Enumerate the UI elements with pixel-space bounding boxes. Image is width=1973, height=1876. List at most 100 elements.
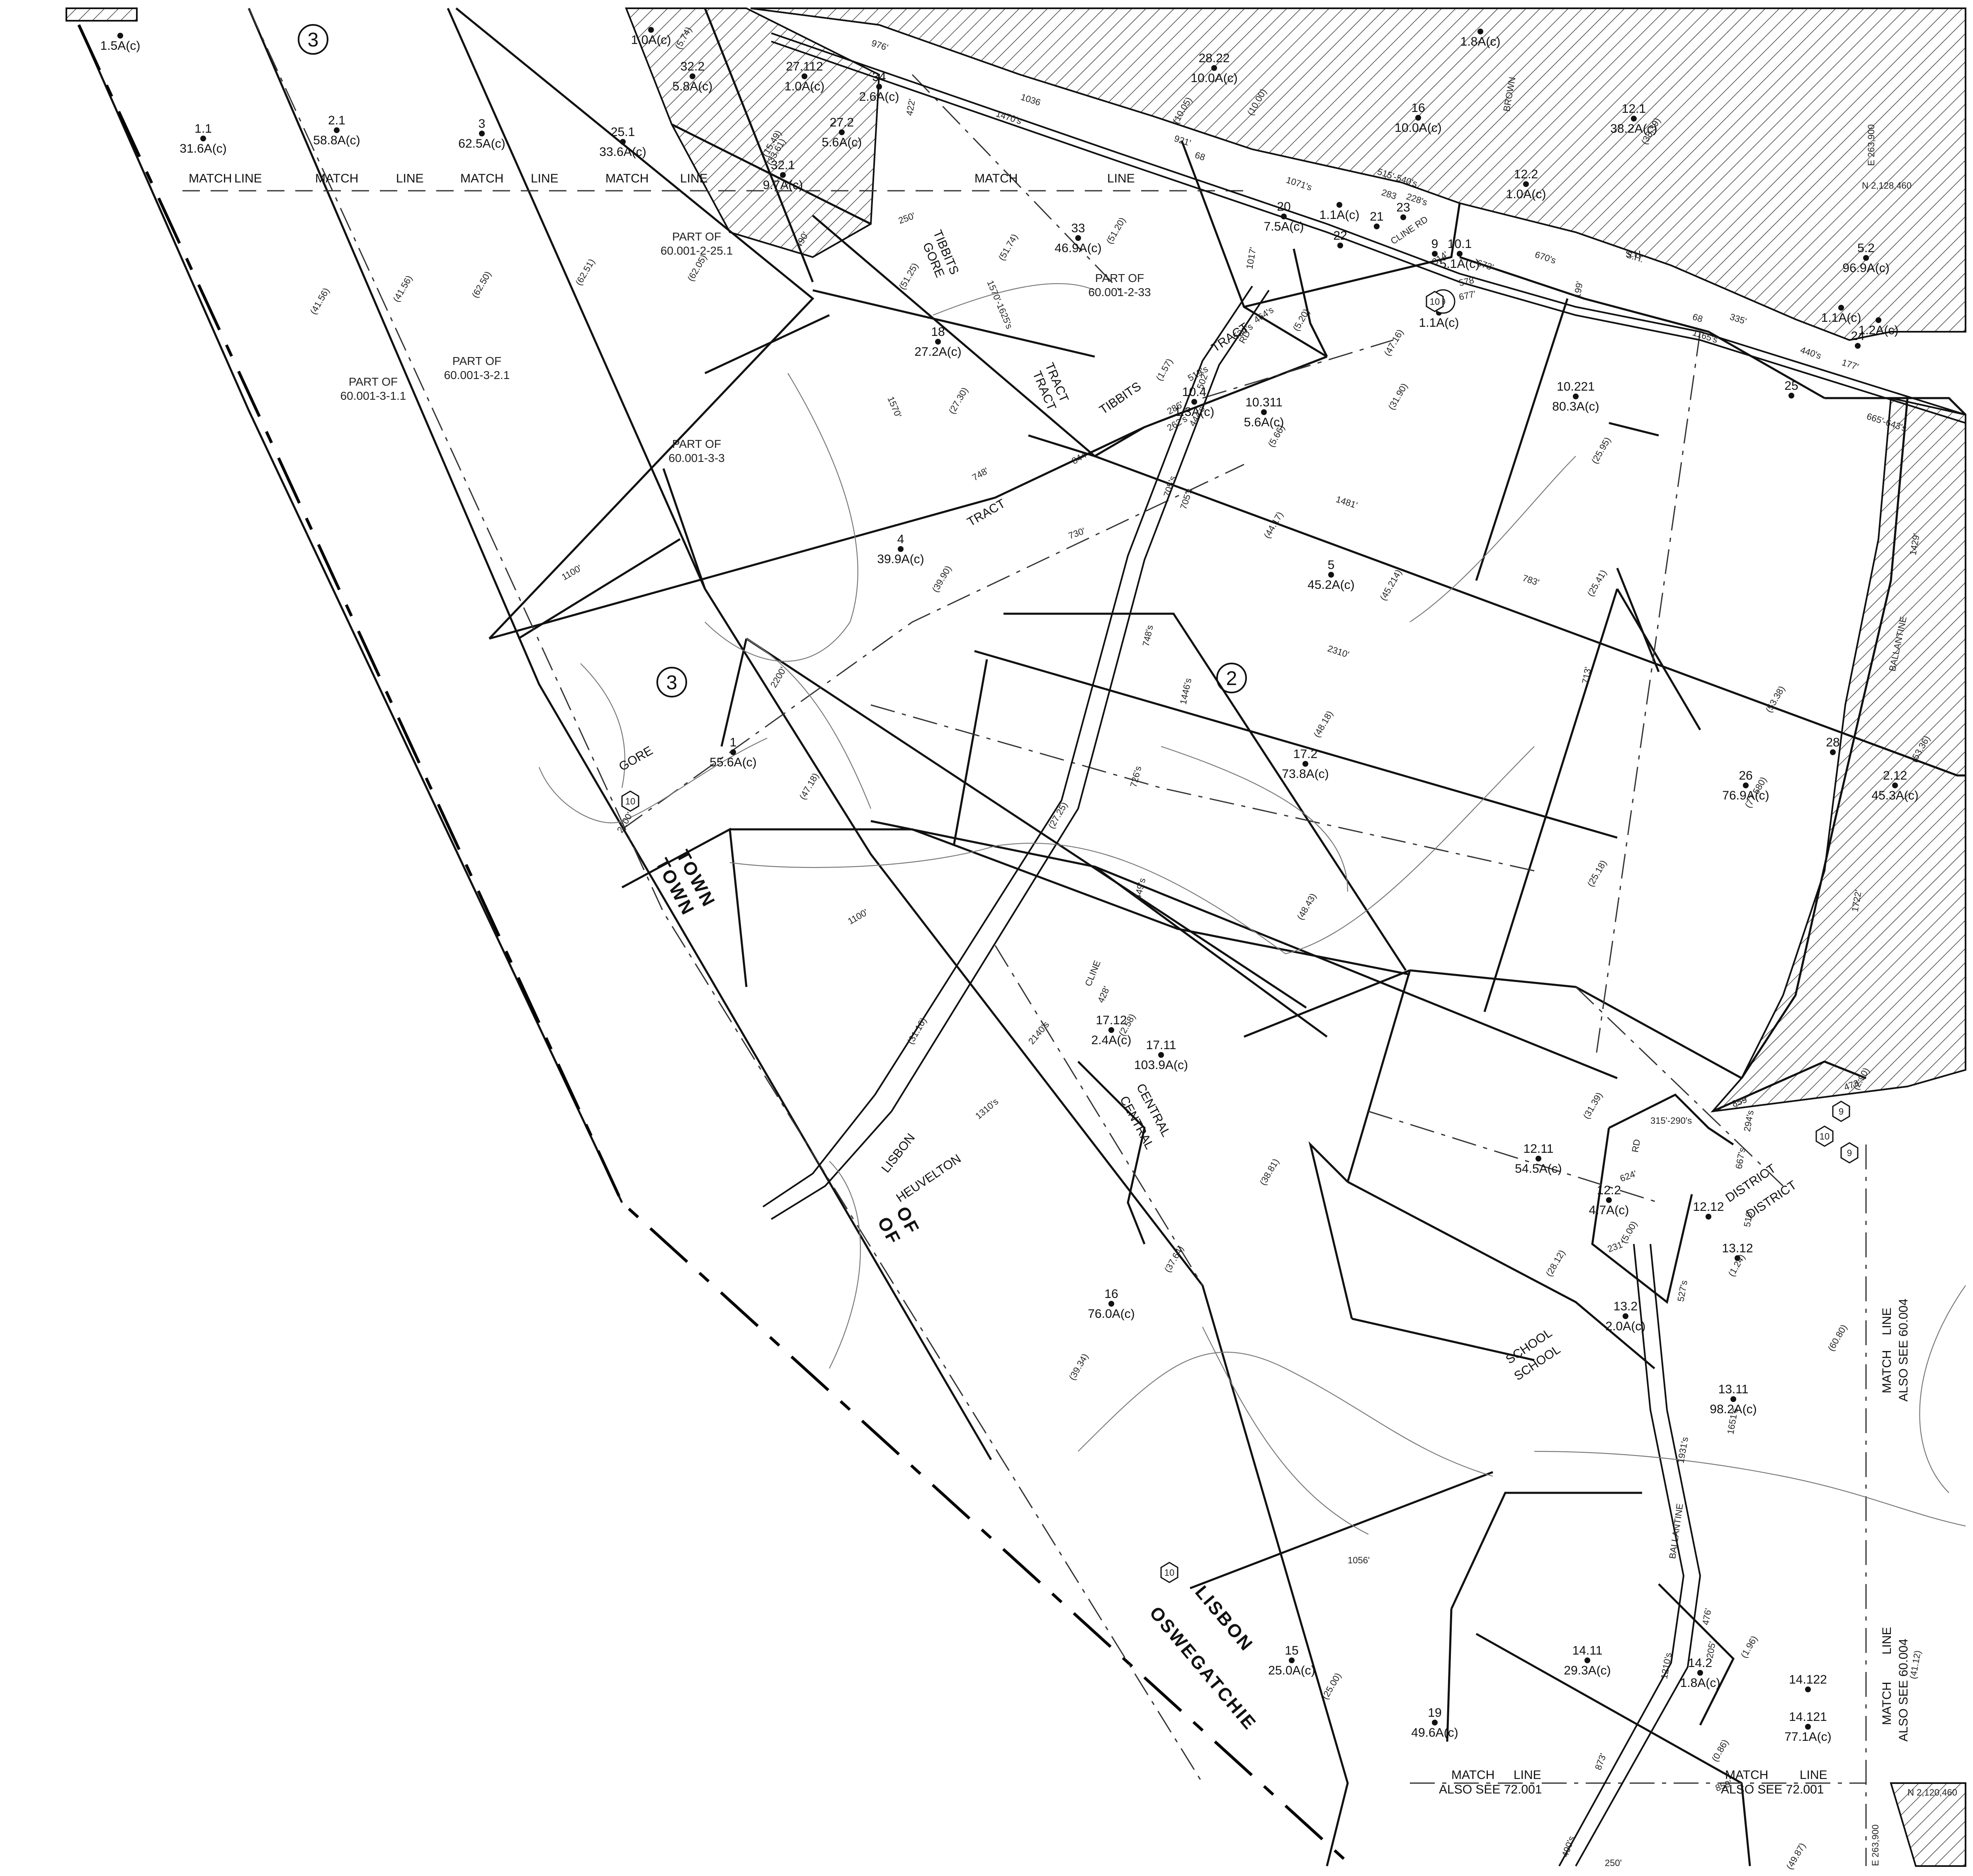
- parcel-acreage: 5.1A(c): [1440, 257, 1480, 271]
- parcel-label: 1.1A(c): [1821, 305, 1861, 325]
- parcel-label: 14.2 1.8A(c): [1680, 1656, 1720, 1690]
- acre-callout: (51.74): [996, 232, 1020, 262]
- acre-callout: (39.34): [1067, 1352, 1091, 1382]
- hatched-area-east: [1711, 397, 1966, 1113]
- dimension-label: 440's: [1799, 345, 1822, 361]
- match-label: MATCH: [315, 172, 358, 185]
- parcel-number: 13.12: [1722, 1242, 1753, 1255]
- acre-callout: (25.18): [1585, 858, 1609, 889]
- part-of-line2: 60.001-3-1.1: [340, 389, 406, 402]
- parcel-label: 33 46.9A(c): [1055, 221, 1101, 255]
- parcel-dot: [1892, 782, 1898, 788]
- section-3-top-marker: 3: [298, 24, 328, 55]
- parcel-dot: [1415, 115, 1421, 121]
- parcel-dot: [1261, 409, 1267, 415]
- acre-callout: (53.38): [1764, 684, 1787, 714]
- parcel-label: 27.2 5.6A(c): [822, 116, 862, 149]
- parcel-number: 20: [1277, 200, 1290, 214]
- dimension-label: 1036: [1019, 92, 1042, 108]
- dimension-label: 449's: [1132, 877, 1148, 900]
- parcel-number: 10.221: [1557, 380, 1595, 394]
- parcel-number: 13.11: [1718, 1383, 1749, 1396]
- parcel-dot: [730, 749, 736, 755]
- match-label: MATCH: [189, 172, 232, 185]
- parcel-label: 13.2 2.0A(c): [1606, 1300, 1646, 1333]
- parcel-label: 25: [1784, 379, 1798, 399]
- acre-callout: (28.12): [1544, 1248, 1567, 1278]
- parcel-dot: [1788, 393, 1794, 399]
- match-label: MATCH: [460, 172, 503, 185]
- parcel-number: 12.11: [1523, 1142, 1554, 1156]
- parcel-labels: 1.5A(c)1.131.6A(c)2.158.8A(c)362.5A(c)25…: [100, 27, 1919, 1744]
- match-label: MATCH: [1880, 1350, 1894, 1393]
- acre-callouts: (5.74)(41.56) (41.56) (62.50) (62.51)(33.61…: [308, 25, 1932, 1871]
- parcel-number: 1.1: [194, 122, 212, 136]
- acre-callout: (1.96): [1739, 1634, 1759, 1660]
- parcel-number: 28: [1826, 736, 1839, 749]
- parcel-label: 2.12 45.3A(c): [1871, 769, 1918, 802]
- acre-callout: (31.16): [905, 1016, 929, 1046]
- parcel-number: 14.122: [1789, 1673, 1827, 1686]
- parcel-acreage: 55.6A(c): [710, 756, 756, 769]
- parcel-dot: [1730, 1396, 1736, 1402]
- parcel-acreage: 10.0A(c): [1191, 71, 1237, 85]
- parcel-acreage: 1.0A(c): [631, 33, 671, 47]
- parcel-dot: [780, 172, 786, 178]
- hatched-area-se: [1890, 1782, 1966, 1867]
- parcel-dot: [1432, 1720, 1438, 1725]
- parcel-label: 10.1 5.1A(c): [1440, 237, 1480, 271]
- parcel-acreage: 1.0A(c): [1506, 187, 1546, 201]
- acre-callout: (39.90): [930, 564, 954, 594]
- dimension-label: 1570'-1625's: [985, 279, 1015, 330]
- parcel-label: 1.1 31.6A(c): [180, 122, 226, 156]
- parcel-acreage: 7.5A(c): [1264, 220, 1304, 233]
- dimension-label: 1446's: [1178, 677, 1193, 705]
- parcel-number: 12.12: [1693, 1200, 1724, 1214]
- svg-text:3: 3: [666, 672, 678, 694]
- dimension-label: 677': [1458, 289, 1477, 302]
- parcel-label: 28: [1826, 736, 1840, 755]
- acre-callout: (0.86): [1710, 1737, 1730, 1763]
- part-of-label: PART OF 60.001-3-3: [668, 437, 724, 464]
- line-label: LINE: [1514, 1768, 1541, 1782]
- parcel-acreage: 77.1A(c): [1784, 1730, 1831, 1744]
- parcel-dot: [1289, 1657, 1295, 1663]
- dimension-label: 199': [1572, 280, 1585, 299]
- dimension-label: 68: [1691, 311, 1704, 324]
- cline-rd-label: CLINE RD: [1389, 214, 1430, 246]
- tibbits-label: TIBBITS: [1097, 379, 1143, 417]
- parcel-dot: [898, 546, 904, 552]
- parcel-dot: [935, 339, 941, 345]
- acre-callout: (25.95): [1589, 435, 1613, 466]
- route-shield-10: 10: [1815, 1125, 1834, 1147]
- parcel-label: 1.2A(c): [1859, 317, 1898, 337]
- parcel-acreage: 1.3A(c): [1174, 405, 1215, 419]
- parcel-dot: [1573, 394, 1579, 399]
- parcel-acreage: 33.6A(c): [599, 145, 646, 159]
- dimension-label: 177': [1840, 357, 1860, 372]
- lisbon-road-label: LISBON: [879, 1131, 918, 1175]
- town-line-labels: TOWN TOWN OF OF LISBON OSWEGATCHIE: [651, 847, 1261, 1735]
- parcel-label: 1.0A(c): [631, 27, 671, 47]
- parcel-dot: [1158, 1052, 1164, 1058]
- dimension-label: 624': [1618, 1168, 1638, 1183]
- parcel-label: 1.8A(c): [1460, 29, 1500, 49]
- parcel-number: 17.11: [1146, 1038, 1176, 1052]
- svg-text:10: 10: [625, 796, 635, 807]
- dimension-label: 1017': [1244, 246, 1258, 270]
- match-label: MATCH: [974, 172, 1018, 185]
- match-line-labels: MATCH LINE MATCH LINE MATCH LINE MATCH L…: [189, 172, 1910, 1796]
- parcel-label: 5 45.2A(c): [1307, 558, 1354, 592]
- dimension-label: 422': [904, 98, 917, 117]
- parcel-number: 25: [1784, 379, 1798, 393]
- parcel-acreage: 4.7A(c): [1589, 1203, 1629, 1217]
- parcel-acreage: 1.1A(c): [1821, 311, 1861, 325]
- parcel-label: 16 76.0A(c): [1088, 1287, 1135, 1321]
- parcel-acreage: 25.0A(c): [1268, 1664, 1315, 1677]
- parcel-number: 2.12: [1883, 769, 1907, 782]
- dimension-label: 335': [1728, 311, 1748, 326]
- route-shield-9: 9: [1832, 1101, 1850, 1122]
- acre-callout: (45.214): [1378, 568, 1404, 602]
- dimension-label: 2200': [768, 665, 788, 690]
